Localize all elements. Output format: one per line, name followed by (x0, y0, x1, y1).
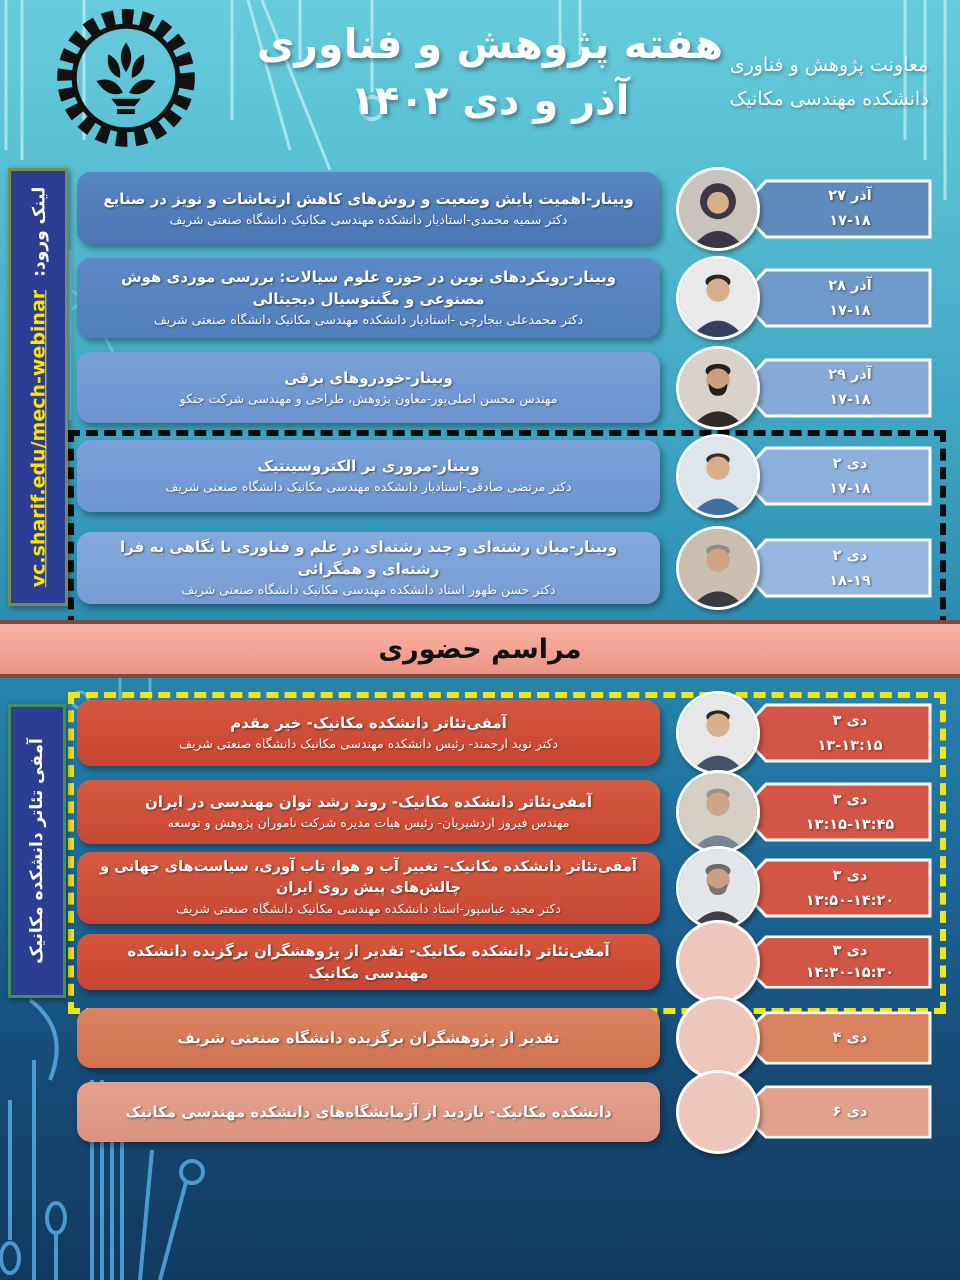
speaker-photo (676, 166, 760, 251)
event-time: ۱۴:۳۰-۱۵:۳۰ (805, 965, 895, 981)
in-person-row-3: آمفی‌تئاتر دانشکده مکانیک- تغییر آب و هو… (0, 846, 960, 930)
event-time: ۱۷-۱۸ (829, 392, 871, 408)
in-person-row-2: آمفی‌تئاتر دانشکده مکانیک- روند رشد توان… (0, 770, 960, 854)
sharif-university-logo (57, 9, 195, 147)
department-subtitle-line1: معاونت پژوهش و فناوری (729, 54, 929, 76)
speaker-photo (676, 256, 760, 340)
photo-placeholder (676, 996, 760, 1080)
event-speaker: دکتر مجید عباسپور-استاد دانشکده مهندسی م… (176, 901, 561, 916)
event-date: ۶ دی (832, 1104, 868, 1120)
speaker-photo (676, 526, 760, 610)
event-date: ۳ دی (832, 712, 868, 729)
event-time: ۱۷-۱۸ (829, 302, 871, 319)
event-title: آمفی‌تئاتر دانشکده مکانیک- خیر مقدم (230, 714, 507, 732)
in-person-row-1: آمفی‌تئاتر دانشکده مکانیک- خیر مقدم دکتر… (0, 691, 960, 775)
in-person-row-5: تقدیر از پژوهشگران برگزیده دانشگاه صنعتی… (0, 996, 960, 1080)
event-card: آمفی‌تئاتر دانشکده مکانیک- تقدیر از پژوه… (77, 934, 660, 990)
webinar-row-5: وبینار-میان رشته‌ای و چند رشته‌ای در علم… (0, 526, 960, 610)
event-card: آمفی‌تئاتر دانشکده مکانیک- تغییر آب و هو… (77, 852, 660, 924)
webinar-row-3: وبینار-خودروهای برقی مهندس محسن اصلی‌پور… (0, 345, 960, 430)
in-person-section-title: مراسم حضوری (378, 633, 582, 665)
date-ribbon: ۲۹ آذر ۱۷-۱۸ (738, 358, 932, 418)
event-date: ۲۹ آذر (828, 367, 872, 383)
department-subtitle-line2: دانشکده مهندسی مکانیک (729, 88, 929, 110)
date-ribbon: ۳ دی ۱۳:۱۵-۱۳:۴۵ (738, 782, 932, 842)
date-ribbon: ۲۷ آذر ۱۷-۱۸ (738, 179, 932, 239)
event-title: وبینار-رویکردهای نوین در حوزه علوم سیالا… (120, 268, 617, 308)
event-time: ۱۳:۱۵-۱۳:۴۵ (805, 816, 895, 833)
in-person-row-4: آمفی‌تئاتر دانشکده مکانیک- تقدیر از پژوه… (0, 920, 960, 1004)
speaker-photo (676, 846, 760, 930)
venue-label-box: آمفی تئاتر دانشکده مکانیک (8, 704, 66, 998)
date-ribbon: ۲۸ آذر ۱۷-۱۸ (738, 268, 932, 328)
in-person-row-6: دانشکده مکانیک- بازدید از آزمایشگاه‌های … (0, 1070, 960, 1154)
webinar-link-box[interactable]: لینک ورود: vc.sharif.edu/mech-webinar (8, 168, 68, 606)
webinar-row-1: وبینار-اهمیت پایش وضعیت و روش‌های کاهش ا… (0, 166, 960, 251)
event-date: ۳ دی (832, 943, 868, 959)
event-date: ۲۸ آذر (828, 277, 872, 294)
event-title: وبینار-میان رشته‌ای و چند رشته‌ای در علم… (119, 538, 618, 578)
department-subtitle: معاونت پژوهش و فناوری دانشکده مهندسی مکا… (710, 48, 948, 116)
event-card: تقدیر از پژوهشگران برگزیده دانشگاه صنعتی… (77, 1008, 660, 1068)
event-speaker: دکتر سمیه محمدی-استادیار دانشکده مهندسی … (169, 211, 568, 227)
venue-label: آمفی تئاتر دانشکده مکانیک (27, 738, 47, 964)
event-card: وبینار-رویکردهای نوین در حوزه علوم سیالا… (77, 258, 660, 338)
event-card: آمفی‌تئاتر دانشکده مکانیک- خیر مقدم دکتر… (77, 700, 660, 766)
speaker-photo (676, 434, 760, 518)
speaker-photo (676, 345, 760, 430)
event-card: وبینار-خودروهای برقی مهندس محسن اصلی‌پور… (77, 352, 660, 423)
event-date: ۳ دی (832, 791, 868, 808)
event-time: ۱۷-۱۸ (829, 213, 871, 229)
event-card: آمفی‌تئاتر دانشکده مکانیک- روند رشد توان… (77, 780, 660, 844)
webinar-link-url[interactable]: vc.sharif.edu/mech-webinar (27, 289, 49, 588)
webinar-row-4: وبینار-مروری بر الکتروسینتیک دکتر مرتضی … (0, 434, 960, 518)
date-ribbon: ۶ دی (738, 1085, 932, 1139)
webinar-link-label: لینک ورود: (29, 186, 49, 277)
event-card: وبینار-اهمیت پایش وضعیت و روش‌های کاهش ا… (77, 172, 660, 245)
event-speaker: دکتر محمدعلی بیجارچی -استادیار دانشکده م… (153, 312, 584, 327)
event-speaker: مهندس محسن اصلی‌پور-معاون پژوهش، طراحی و… (179, 390, 558, 406)
webinar-row-2: وبینار-رویکردهای نوین در حوزه علوم سیالا… (0, 256, 960, 340)
event-time: ۱۸-۱۹ (829, 572, 871, 589)
date-ribbon: ۴ دی (738, 1011, 932, 1065)
event-date: ۴ دی (832, 1030, 868, 1046)
event-card: وبینار-مروری بر الکتروسینتیک دکتر مرتضی … (77, 440, 660, 512)
event-speaker: دکتر نوید ارجمند- رئیس دانشکده مهندسی مک… (179, 736, 558, 751)
event-title: وبینار-مروری بر الکتروسینتیک (257, 457, 480, 475)
speaker-photo (676, 770, 760, 854)
event-date: ۲ دی (832, 547, 868, 564)
event-card: وبینار-میان رشته‌ای و چند رشته‌ای در علم… (77, 532, 660, 604)
event-date: ۲۷ آذر (828, 188, 872, 204)
date-ribbon: ۳ دی ۱۴:۳۰-۱۵:۳۰ (738, 935, 932, 989)
event-date: ۲ دی (832, 455, 868, 472)
poster-title-line2: آذر و دی ۱۴۰۲ (350, 78, 630, 124)
poster-title-line1: هفته پژوهش و فناوری (256, 20, 724, 68)
event-title: آمفی‌تئاتر دانشکده مکانیک- روند رشد توان… (144, 793, 593, 811)
event-time: ۱۳:۵۰-۱۴:۲۰ (805, 892, 895, 909)
date-ribbon: ۳ دی ۱۳-۱۳:۱۵ (738, 703, 932, 763)
event-title: وبینار-اهمیت پایش وضعیت و روش‌های کاهش ا… (103, 189, 634, 208)
speaker-photo (676, 691, 760, 775)
event-time: ۱۷-۱۸ (829, 480, 871, 497)
date-ribbon: ۲ دی ۱۸-۱۹ (738, 538, 932, 598)
event-speaker: دکتر حسن ظهور استاد دانشکده مهندسی مکانی… (181, 582, 556, 597)
poster-title: هفته پژوهش و فناوری آذر و دی ۱۴۰۲ (250, 16, 730, 130)
event-card: دانشکده مکانیک- بازدید از آزمایشگاه‌های … (77, 1082, 660, 1142)
event-title: دانشکده مکانیک- بازدید از آزمایشگاه‌های … (125, 1103, 612, 1121)
event-speaker: مهندس فیروز اردشیریان- رئیس هیات مدیره ش… (167, 815, 570, 830)
photo-placeholder (676, 920, 760, 1004)
event-time: ۱۳-۱۳:۱۵ (817, 737, 883, 754)
event-title: تقدیر از پژوهشگران برگزیده دانشگاه صنعتی… (177, 1029, 560, 1047)
date-ribbon: ۲ دی ۱۷-۱۸ (738, 446, 932, 506)
in-person-section-banner: مراسم حضوری (0, 620, 960, 678)
date-ribbon: ۳ دی ۱۳:۵۰-۱۴:۲۰ (738, 858, 932, 918)
event-date: ۳ دی (832, 867, 868, 884)
photo-placeholder (676, 1070, 760, 1154)
event-speaker: دکتر مرتضی صادقی-استادیار دانشکده مهندسی… (165, 479, 572, 494)
event-title: وبینار-خودروهای برقی (284, 368, 453, 387)
event-title: آمفی‌تئاتر دانشکده مکانیک- تغییر آب و هو… (100, 859, 637, 896)
event-title: آمفی‌تئاتر دانشکده مکانیک- تقدیر از پژوه… (127, 942, 610, 982)
